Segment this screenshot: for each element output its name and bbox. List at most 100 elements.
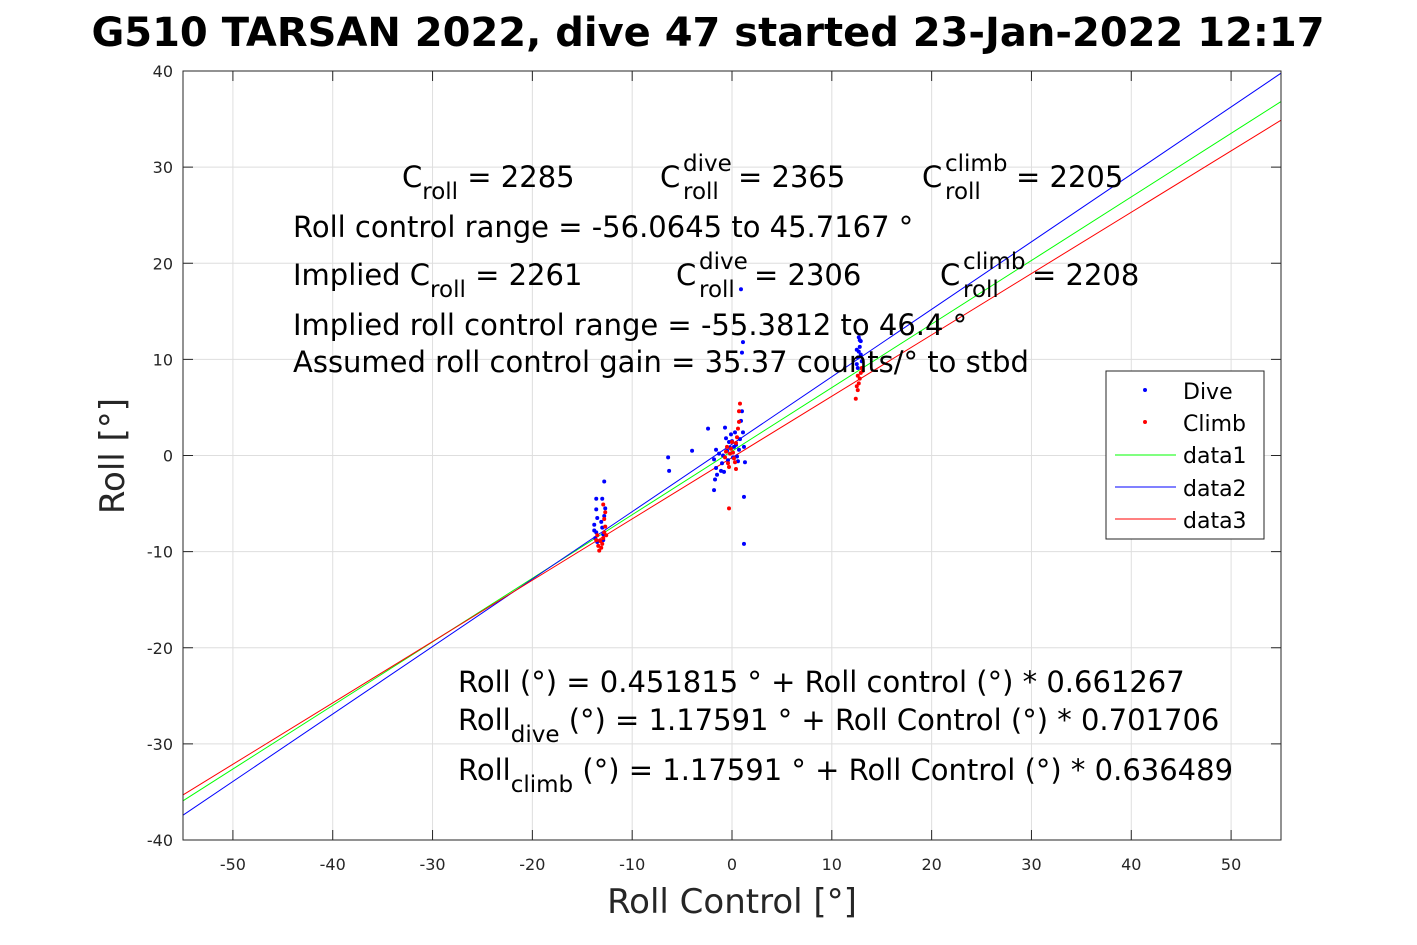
svg-text:roll: roll	[683, 179, 719, 205]
point-climb	[601, 502, 606, 507]
point-dive	[592, 522, 597, 527]
point-climb	[603, 524, 608, 529]
x-axis-label: Roll Control [°]	[607, 882, 857, 922]
point-dive	[859, 359, 864, 364]
point-climb	[731, 456, 736, 461]
cclimb-annotation: C climb roll = 2205	[922, 151, 1123, 205]
point-climb	[596, 543, 601, 548]
point-climb	[733, 466, 738, 471]
point-dive	[736, 447, 741, 452]
point-dive	[854, 362, 859, 367]
point-dive	[600, 496, 605, 501]
point-climb	[724, 449, 729, 454]
point-dive	[858, 352, 863, 357]
svg-text:C: C	[676, 258, 696, 292]
point-dive	[594, 496, 599, 501]
point-dive	[706, 426, 711, 431]
line-data2	[182, 72, 1282, 816]
point-dive	[724, 436, 729, 441]
point-climb	[727, 506, 732, 511]
point-dive	[740, 430, 745, 435]
point-climb	[603, 510, 608, 515]
chart-title: G510 TARSAN 2022, dive 47 started 23-Jan…	[91, 10, 1324, 56]
svg-text:C: C	[940, 258, 960, 292]
point-dive	[737, 437, 742, 442]
point-dive	[739, 409, 744, 414]
svg-text:= 2306: = 2306	[754, 258, 861, 292]
implied-croll-annotation: Implied Croll = 2261	[293, 258, 582, 303]
point-dive	[715, 472, 720, 477]
legend-label-dive: Dive	[1183, 380, 1233, 405]
y-tick-label: 20	[153, 254, 173, 273]
x-tick-label: 10	[822, 855, 842, 874]
point-climb	[729, 446, 734, 451]
svg-text:roll: roll	[945, 179, 981, 205]
point-climb	[727, 465, 732, 470]
point-dive	[602, 479, 607, 484]
x-tick-label: -40	[320, 855, 346, 874]
legend-label-data2: data2	[1183, 477, 1247, 502]
svg-text:climb: climb	[963, 249, 1025, 275]
legend-marker-climb	[1143, 420, 1147, 424]
cdive-annotation: C dive roll = 2365	[660, 151, 845, 205]
point-dive	[855, 366, 860, 371]
point-dive	[741, 541, 746, 546]
point-dive	[592, 528, 597, 533]
point-dive	[595, 515, 600, 520]
point-climb	[856, 381, 861, 386]
point-dive	[714, 465, 719, 470]
svg-text:= 2208: = 2208	[1032, 258, 1139, 292]
point-climb	[602, 530, 607, 535]
y-tick-label: -20	[147, 639, 173, 658]
point-dive	[742, 460, 747, 465]
point-climb	[733, 441, 738, 446]
point-dive	[738, 287, 743, 292]
point-climb	[730, 450, 735, 455]
point-dive	[854, 347, 859, 352]
svg-text:= 2365: = 2365	[738, 160, 845, 194]
point-dive	[714, 447, 719, 452]
svg-text:climb: climb	[945, 151, 1007, 177]
point-dive	[594, 507, 599, 512]
roll-control-range: Roll control range = -56.0645 to 45.7167…	[293, 210, 913, 244]
point-dive	[712, 488, 717, 493]
point-dive	[857, 338, 862, 343]
point-dive	[667, 468, 672, 473]
svg-text:= 2205: = 2205	[1016, 160, 1123, 194]
scatter-points	[592, 287, 865, 553]
point-dive	[734, 454, 739, 459]
y-tick-label: 10	[153, 350, 173, 369]
point-climb	[855, 373, 860, 378]
legend: Dive Climb data1 data2 data3	[1105, 370, 1265, 540]
svg-text:C: C	[660, 160, 680, 194]
x-tick-label: -50	[220, 855, 246, 874]
svg-text:roll: roll	[699, 277, 735, 303]
point-climb	[860, 368, 865, 373]
point-dive	[720, 461, 725, 466]
point-dive	[726, 458, 731, 463]
legend-marker-dive	[1143, 388, 1147, 392]
fit-equation-climb: Rollclimb (°) = 1.17591 ° + Roll Control…	[458, 753, 1233, 798]
point-dive	[712, 457, 717, 462]
point-climb	[598, 539, 603, 544]
point-dive	[666, 455, 671, 460]
x-tick-label: 50	[1221, 855, 1241, 874]
axis-ticks: -50 -40 -30 -20 -10 0 10 20 30 40 50 -40 -30 -20 -10 0 1…	[147, 62, 1281, 874]
point-dive	[713, 477, 718, 482]
fit-equation-dive: Rolldive (°) = 1.17591 ° + Roll Control …	[458, 703, 1219, 748]
point-dive	[857, 344, 862, 349]
point-climb	[600, 541, 605, 546]
legend-label-data1: data1	[1183, 444, 1247, 469]
y-tick-label: 30	[153, 158, 173, 177]
point-dive	[717, 451, 722, 456]
svg-text:dive: dive	[699, 249, 748, 275]
x-tick-label: 40	[1121, 855, 1141, 874]
point-climb	[855, 388, 860, 393]
point-dive	[741, 444, 746, 449]
legend-label-climb: Climb	[1183, 412, 1246, 437]
x-tick-label: 30	[1021, 855, 1041, 874]
point-climb	[723, 455, 728, 460]
point-dive	[599, 519, 604, 524]
x-tick-label: 0	[727, 855, 737, 874]
